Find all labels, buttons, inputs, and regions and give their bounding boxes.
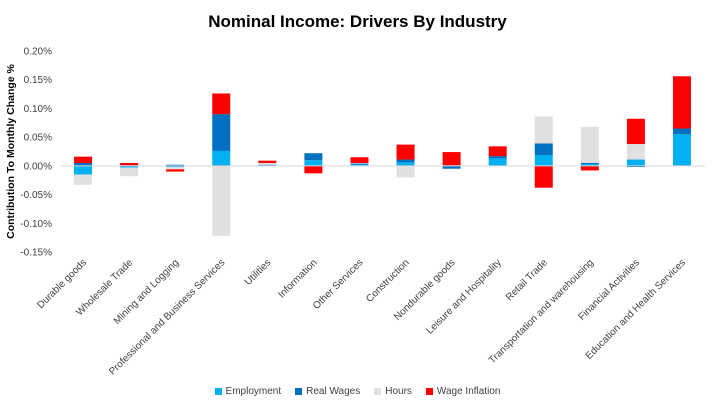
y-tick-label: 0.20% [24, 47, 52, 58]
x-tick-label: Utilities [243, 257, 274, 288]
y-tick-label: 0.10% [24, 104, 52, 115]
bar-segment [304, 153, 323, 161]
y-tick-label: 0.00% [24, 161, 52, 172]
bar-segment [396, 144, 415, 160]
bar-segment [120, 162, 139, 166]
x-tick-label: Leisure and Hospitality [424, 257, 503, 336]
bar-segment [258, 160, 277, 163]
bar-segment [258, 164, 277, 166]
bar-segment [672, 134, 691, 166]
y-tick-label: -0.05% [20, 190, 52, 201]
bar-segment [488, 146, 507, 157]
y-tick-label: -0.10% [20, 219, 52, 230]
bar-segment [120, 167, 139, 177]
bar-segment [672, 128, 691, 135]
bar-segment [534, 143, 553, 155]
chart-legend: Employment Real Wages Hours Wage Inflation [0, 386, 715, 397]
legend-label: Real Wages [306, 386, 361, 397]
bar-segment [626, 159, 645, 166]
bar-segment [212, 114, 231, 151]
bar-segment [304, 165, 323, 174]
y-tick-label: 0.15% [24, 75, 52, 86]
bar-segment [442, 165, 461, 169]
x-tick-label: Other Services [311, 257, 366, 312]
bar-segment [534, 116, 553, 144]
x-tick-label: Education and Health Services [584, 257, 688, 361]
bar-segment [74, 165, 93, 175]
bar-segment [74, 174, 93, 185]
bar-segment [626, 144, 645, 160]
legend-swatch [295, 388, 303, 395]
bar-segment [350, 157, 369, 163]
bar-segment [626, 165, 645, 168]
bar-segment [212, 93, 231, 115]
bar-segment [166, 165, 185, 168]
x-tick-label: Information [276, 257, 319, 300]
legend-item: Employment [214, 386, 282, 397]
x-tick-label: Retail Trade [504, 257, 550, 303]
bar-segment [396, 159, 415, 163]
bar-segment [350, 163, 369, 165]
bar-segment [212, 165, 231, 236]
bar-segment [166, 164, 185, 166]
legend-swatch [425, 388, 433, 395]
legend-label: Wage Inflation [436, 386, 501, 397]
y-tick-label: 0.05% [24, 133, 52, 144]
y-axis-label: Contribution To Monthly Change % [5, 63, 17, 238]
legend-swatch [214, 388, 222, 395]
bar-segment [672, 76, 691, 129]
bar-segment [304, 160, 323, 166]
bar-segment [258, 162, 277, 165]
bar-segment [626, 118, 645, 145]
bar-segment [120, 165, 139, 168]
chart-title: Nominal Income: Drivers By Industry [208, 12, 507, 31]
bar-segment [74, 156, 93, 163]
bar-segment [488, 156, 507, 159]
bar-segment [396, 162, 415, 166]
legend-item: Hours [374, 386, 412, 397]
x-tick-label: Construction [364, 257, 411, 304]
chart-plot: -0.15% -0.10% -0.05% 0.00% 0.05% 0.10% 0.15% 0.… [5, 47, 705, 378]
y-tick-label: -0.15% [20, 248, 52, 259]
bar-segment [350, 162, 369, 164]
bar-segment [580, 162, 599, 165]
bar-segment [580, 165, 599, 171]
bar-segment [534, 165, 553, 188]
bar-segment [350, 164, 369, 166]
legend-label: Employment [225, 386, 282, 397]
bar-segment [534, 154, 553, 166]
legend-label: Hours [385, 386, 412, 397]
bar-segment [166, 167, 185, 170]
bar-segment [488, 158, 507, 166]
bar-segment [396, 165, 415, 178]
legend-swatch [374, 388, 382, 395]
bar-segment [580, 164, 599, 166]
legend-item: Wage Inflation [425, 386, 501, 397]
bar-segment [212, 150, 231, 166]
bar-segment [166, 169, 185, 172]
bar-segment [442, 152, 461, 166]
bar-segment [74, 162, 93, 166]
legend-item: Real Wages [295, 386, 360, 397]
bar-segment [580, 126, 599, 163]
